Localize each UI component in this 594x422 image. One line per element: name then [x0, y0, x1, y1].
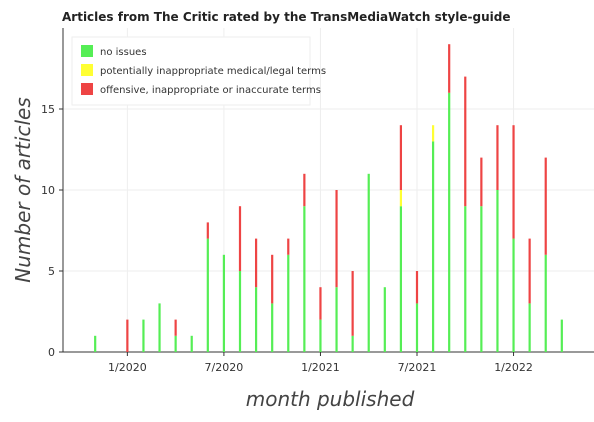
bar-segment-no-issues [238, 271, 242, 352]
y-tick-label: 15 [41, 103, 55, 116]
bar-segment-no-issues [94, 335, 97, 352]
x-tick-label: 7/2020 [205, 361, 244, 374]
bar-segment-no-issues [271, 303, 274, 352]
y-tick-label: 0 [48, 346, 55, 359]
bar-segment-no-issues [174, 335, 177, 352]
bar-segment-no-issues [528, 303, 531, 352]
bar-segment-offensive [335, 190, 338, 288]
bar-segment-offensive [287, 238, 290, 255]
x-tick-label: 1/2020 [108, 361, 147, 374]
bar-segment-no-issues [496, 190, 499, 352]
y-axis-label: Number of articles [11, 97, 35, 283]
bar-segment-offensive [512, 125, 515, 239]
bar-segment-no-issues [431, 141, 435, 352]
legend-swatch [81, 45, 93, 57]
bar-segment-no-issues [367, 173, 370, 352]
bar-segment-no-issues [383, 287, 386, 352]
bar-segment-no-issues [319, 319, 322, 352]
bar-segment-offensive [206, 222, 209, 239]
bar-segment-no-issues [335, 287, 338, 352]
bar-segment-no-issues [222, 254, 226, 352]
bar-segment-offensive [271, 254, 274, 304]
bar-segment-medical-legal [431, 125, 435, 142]
bar-segment-no-issues [448, 92, 451, 353]
axes: 0 5 10 15 1/2020 7/2020 1/2021 7/2021 1/2022 [41, 28, 594, 374]
y-tick-label: 10 [41, 184, 55, 197]
bar-segment-offensive [464, 76, 467, 207]
bar-segment-no-issues [158, 303, 161, 352]
bar-segment-offensive [238, 206, 242, 271]
legend-entry: offensive, inappropriate or inaccurate t… [100, 85, 321, 96]
bar-segment-offensive [319, 287, 322, 320]
chart-title: Articles from The Critic rated by the Tr… [62, 10, 511, 24]
bar-segment-no-issues [512, 238, 515, 352]
bar-segment-no-issues [142, 319, 145, 352]
y-tick-label: 5 [48, 265, 55, 278]
bar-segment-no-issues [351, 335, 354, 352]
bar-segment-no-issues [464, 206, 467, 352]
bar-segment-offensive [496, 125, 499, 190]
bar-segment-no-issues [399, 206, 403, 352]
x-tick-label: 1/2021 [301, 361, 340, 374]
bar-segment-offensive [399, 125, 403, 190]
bar-segment-offensive [351, 271, 354, 336]
bar-segment-no-issues [190, 335, 193, 352]
x-tick-label: 1/2022 [494, 361, 533, 374]
bar-segment-offensive [174, 319, 177, 336]
legend-swatch [81, 83, 93, 95]
bar-segment-offensive [480, 157, 483, 207]
bar-segment-no-issues [560, 319, 563, 352]
legend-entry: no issues [100, 47, 147, 58]
bar-segment-no-issues [254, 287, 258, 352]
legend-entry: potentially inappropriate medical/legal … [100, 66, 326, 77]
bar-segment-offensive [126, 319, 129, 352]
x-axis-label: month published [246, 387, 415, 411]
bar-segment-no-issues [415, 303, 419, 352]
bar-segment-medical-legal [399, 190, 403, 207]
bar-segment-offensive [448, 44, 451, 93]
legend-box [71, 36, 311, 106]
bar-segment-offensive [303, 173, 306, 207]
bar-segment-offensive [544, 157, 547, 255]
bar-segment-offensive [254, 238, 258, 288]
bar-segment-no-issues [544, 254, 547, 352]
legend-swatch [81, 64, 93, 76]
bar-segment-no-issues [206, 238, 209, 352]
x-tick-label: 7/2021 [398, 361, 437, 374]
legend: no issues potentially inappropriate medic… [71, 36, 326, 106]
bars [94, 44, 563, 353]
bar-segment-no-issues [303, 206, 306, 352]
bar-segment-no-issues [480, 206, 483, 352]
bar-segment-offensive [528, 238, 531, 304]
bar-segment-offensive [415, 271, 419, 304]
bar-segment-no-issues [287, 254, 290, 352]
